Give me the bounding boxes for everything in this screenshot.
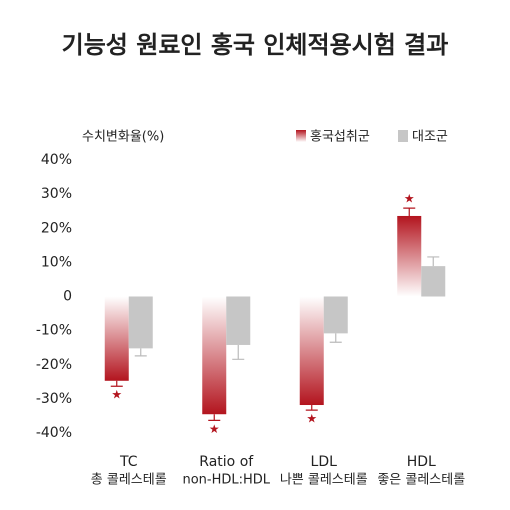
x-tick-label: non-HDL:HDL bbox=[182, 473, 270, 488]
bar bbox=[128, 296, 153, 349]
y-tick-label: -20% bbox=[36, 357, 72, 373]
x-tick-label: 총 콜레스테롤 bbox=[91, 473, 167, 488]
bar bbox=[421, 266, 446, 297]
y-tick-label: 40% bbox=[41, 152, 72, 168]
x-tick-label: Ratio of bbox=[199, 454, 254, 470]
bar bbox=[226, 296, 251, 345]
error-bar bbox=[134, 348, 147, 357]
x-tick-label: LDL bbox=[311, 454, 338, 470]
error-bar bbox=[329, 333, 342, 343]
error-bar bbox=[208, 414, 221, 421]
x-tick-label: TC bbox=[119, 454, 138, 470]
significance-marker: ★ bbox=[404, 192, 415, 206]
y-tick-label: 20% bbox=[41, 220, 72, 236]
significance-marker: ★ bbox=[209, 422, 220, 436]
x-tick-label: 좋은 콜레스테롤 bbox=[377, 473, 465, 488]
legend-label: 대조군 bbox=[412, 130, 448, 145]
significance-marker: ★ bbox=[111, 388, 122, 402]
y-tick-label: 30% bbox=[41, 186, 72, 202]
y-tick-label: -40% bbox=[36, 425, 72, 441]
x-tick-label: 나쁜 콜레스테롤 bbox=[280, 473, 368, 488]
chart-title: 기능성 원료인 홍국 인체적용시험 결과 bbox=[62, 31, 449, 59]
y-tick-label: 10% bbox=[41, 254, 72, 270]
legend-label: 홍국섭취군 bbox=[310, 130, 370, 145]
legend-swatch bbox=[398, 130, 408, 142]
bar bbox=[323, 296, 348, 334]
error-bar bbox=[232, 344, 245, 360]
bar bbox=[104, 296, 129, 381]
significance-marker: ★ bbox=[306, 412, 317, 426]
y-tick-label: 0 bbox=[63, 289, 72, 305]
error-bar bbox=[427, 256, 440, 267]
x-tick-label: HDL bbox=[407, 454, 436, 470]
bar bbox=[397, 215, 422, 297]
y-tick-label: -30% bbox=[36, 391, 72, 407]
error-bar bbox=[110, 380, 123, 387]
y-tick-label: -10% bbox=[36, 323, 72, 339]
bar bbox=[202, 296, 227, 415]
y-axis-label: 수치변화율(%) bbox=[82, 130, 164, 145]
legend-swatch bbox=[296, 130, 306, 142]
error-bar bbox=[305, 405, 318, 411]
bar bbox=[299, 296, 324, 406]
error-bar bbox=[403, 207, 416, 216]
